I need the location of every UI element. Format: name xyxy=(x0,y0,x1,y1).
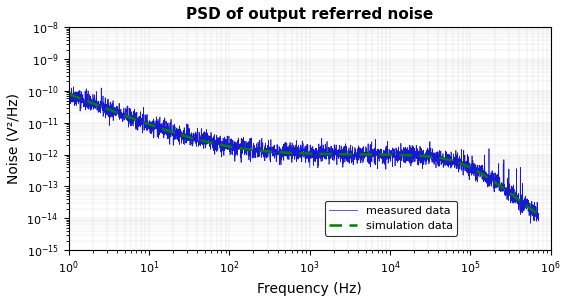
simulation data xyxy=(342,152,349,156)
simulation data xyxy=(148,123,155,127)
Title: PSD of output referred noise: PSD of output referred noise xyxy=(186,7,433,22)
simulation data xyxy=(379,153,386,156)
measured data xyxy=(245,158,252,162)
Legend: measured data, simulation data: measured data, simulation data xyxy=(325,201,457,236)
Line: measured data: measured data xyxy=(69,87,538,223)
measured data xyxy=(66,85,73,88)
simulation data xyxy=(535,213,542,217)
measured data xyxy=(535,214,542,218)
simulation data xyxy=(186,135,193,139)
measured data xyxy=(526,208,533,212)
measured data xyxy=(147,120,153,124)
measured data xyxy=(65,90,72,93)
Line: simulation data: simulation data xyxy=(69,94,538,215)
X-axis label: Frequency (Hz): Frequency (Hz) xyxy=(257,282,362,296)
simulation data xyxy=(65,92,72,96)
Y-axis label: Noise (V²/Hz): Noise (V²/Hz) xyxy=(7,93,21,184)
simulation data xyxy=(419,154,426,158)
measured data xyxy=(266,151,273,154)
measured data xyxy=(527,221,534,225)
measured data xyxy=(475,168,482,172)
measured data xyxy=(119,115,126,119)
simulation data xyxy=(278,151,285,154)
